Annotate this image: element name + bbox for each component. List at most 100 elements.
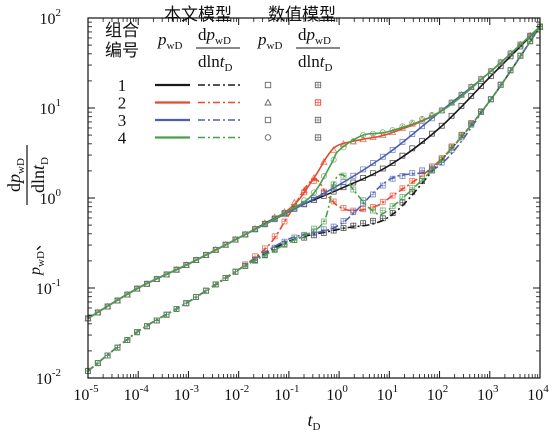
legend-model-header: 本文模型: [164, 5, 232, 24]
marker-4-pressure: [271, 215, 278, 222]
marker-4-pressure: [448, 99, 455, 106]
marker-3-pressure: [360, 166, 367, 173]
marker-4-pressure: [291, 204, 298, 211]
y-label-frac-den: dlntD: [28, 157, 51, 193]
marker-4-pressure: [389, 127, 396, 134]
marker-1-pressure: [409, 145, 416, 152]
legend-row-label: 1: [118, 76, 127, 95]
marker-4-pressure: [320, 173, 327, 180]
marker-4-pressure: [222, 241, 229, 248]
marker-4-pressure: [478, 76, 485, 83]
legend-marker-pressure: [264, 98, 272, 106]
legend-row-1: 1: [118, 76, 322, 95]
marker-4-pressure: [104, 303, 111, 310]
y-axis-label: pwD、 dpwD dlntD: [4, 145, 51, 276]
marker-3-pressure: [409, 131, 416, 137]
series-line-4-derivative: [87, 26, 541, 372]
marker-4-pressure: [419, 115, 426, 122]
marker-3-pressure: [350, 172, 357, 179]
marker-3-pressure: [320, 190, 327, 196]
marker-4-pressure: [232, 236, 239, 243]
marker-4-pressure: [527, 32, 534, 39]
marker-4-pressure: [517, 41, 524, 48]
marker-4-pressure: [399, 123, 406, 130]
marker-3-pressure: [389, 147, 396, 153]
x-tick-label: 10-3: [174, 383, 200, 404]
legend-row-3: 3: [118, 111, 322, 130]
y-tick-label: 10-1: [36, 277, 61, 298]
series-4-derivative: [85, 23, 543, 374]
marker-4-pressure: [379, 129, 386, 136]
marker-1-pressure: [379, 165, 386, 172]
tick-layer: 10-5 10-4 10-3 10-2 10-1 100 101 102 103 104 10-2 1…: [36, 7, 549, 404]
marker-1-pressure: [438, 122, 445, 129]
marker-4-pressure: [143, 280, 150, 287]
marker-4-pressure: [438, 107, 445, 114]
marker-4-pressure: [183, 261, 190, 268]
y-label-line1: pwD、: [27, 235, 47, 276]
legend-row-2: 2: [118, 94, 322, 113]
legend: 组合 编号 本文模型 数值模型 pwD dpwD dlntD pwD dpwD …: [105, 5, 340, 148]
x-tick-label: 10-2: [224, 383, 249, 404]
marker-4-pressure: [507, 50, 514, 57]
legend-group-header-1: 组合: [105, 21, 139, 40]
marker-3-pressure: [311, 195, 317, 202]
marker-1-pressure: [389, 160, 396, 166]
legend-marker-pressure: [264, 116, 272, 124]
marker-3-pressure: [340, 179, 347, 185]
marker-4-pressure: [124, 291, 131, 298]
marker-4-pressure: [281, 210, 288, 217]
marker-1-pressure: [429, 130, 435, 137]
legend-col-dp-den-numeric: dlntD: [298, 52, 332, 74]
marker-4-pressure: [134, 285, 141, 292]
marker-4-pressure: [261, 220, 268, 227]
marker-3-pressure: [370, 160, 376, 166]
marker-4-pressure: [212, 246, 219, 253]
marker-1-pressure: [458, 102, 465, 109]
marker-4-pressure: [173, 266, 180, 273]
legend-marker-pressure: [264, 81, 272, 89]
marker-4-pressure: [497, 59, 504, 66]
marker-4-pressure: [350, 138, 357, 145]
marker-4-pressure: [310, 189, 317, 196]
x-tick-label: 10-4: [124, 383, 150, 404]
legend-row-label: 4: [118, 129, 127, 148]
y-tick-label: 102: [40, 7, 62, 28]
marker-1-pressure: [468, 93, 475, 99]
legend-col-p-model: pwD: [157, 30, 182, 52]
marker-2-pressure: [329, 145, 338, 153]
legend-numeric-header: 数值模型: [268, 5, 336, 24]
marker-4-pressure: [369, 130, 376, 137]
marker-1-pressure: [419, 138, 425, 144]
marker-4-pressure: [409, 119, 416, 126]
marker-4-pressure: [428, 112, 435, 119]
legend-row-label: 3: [118, 111, 127, 130]
legend-group-header-2: 编号: [105, 41, 139, 60]
marker-4-pressure: [94, 309, 101, 316]
x-tick-label: 103: [477, 383, 499, 404]
y-tick-label: 101: [40, 97, 62, 118]
legend-marker-pressure: [264, 134, 272, 141]
marker-4-pressure: [468, 83, 475, 90]
legend-col-p-numeric: pwD: [257, 30, 282, 52]
x-axis-label: tD: [308, 410, 321, 433]
x-tick-label: 102: [427, 383, 449, 404]
marker-4-pressure: [153, 276, 160, 283]
series-layer: [84, 22, 544, 374]
marker-2-pressure: [359, 135, 367, 143]
x-tick-label: 101: [377, 383, 399, 404]
marker-4-pressure: [330, 156, 337, 163]
marker-1-pressure: [399, 152, 406, 159]
y-label-frac-num: dpwD: [4, 158, 27, 192]
marker-4-pressure: [458, 91, 465, 98]
marker-4-pressure: [114, 297, 121, 304]
marker-3-pressure: [399, 139, 406, 145]
marker-4-pressure: [252, 226, 259, 233]
marker-3-pressure: [379, 153, 386, 160]
marker-1-pressure: [448, 112, 455, 119]
marker-3-pressure: [419, 123, 425, 130]
marker-2-pressure: [320, 157, 328, 165]
marker-2-pressure: [369, 133, 377, 140]
x-tick-label: 10-1: [274, 383, 299, 404]
